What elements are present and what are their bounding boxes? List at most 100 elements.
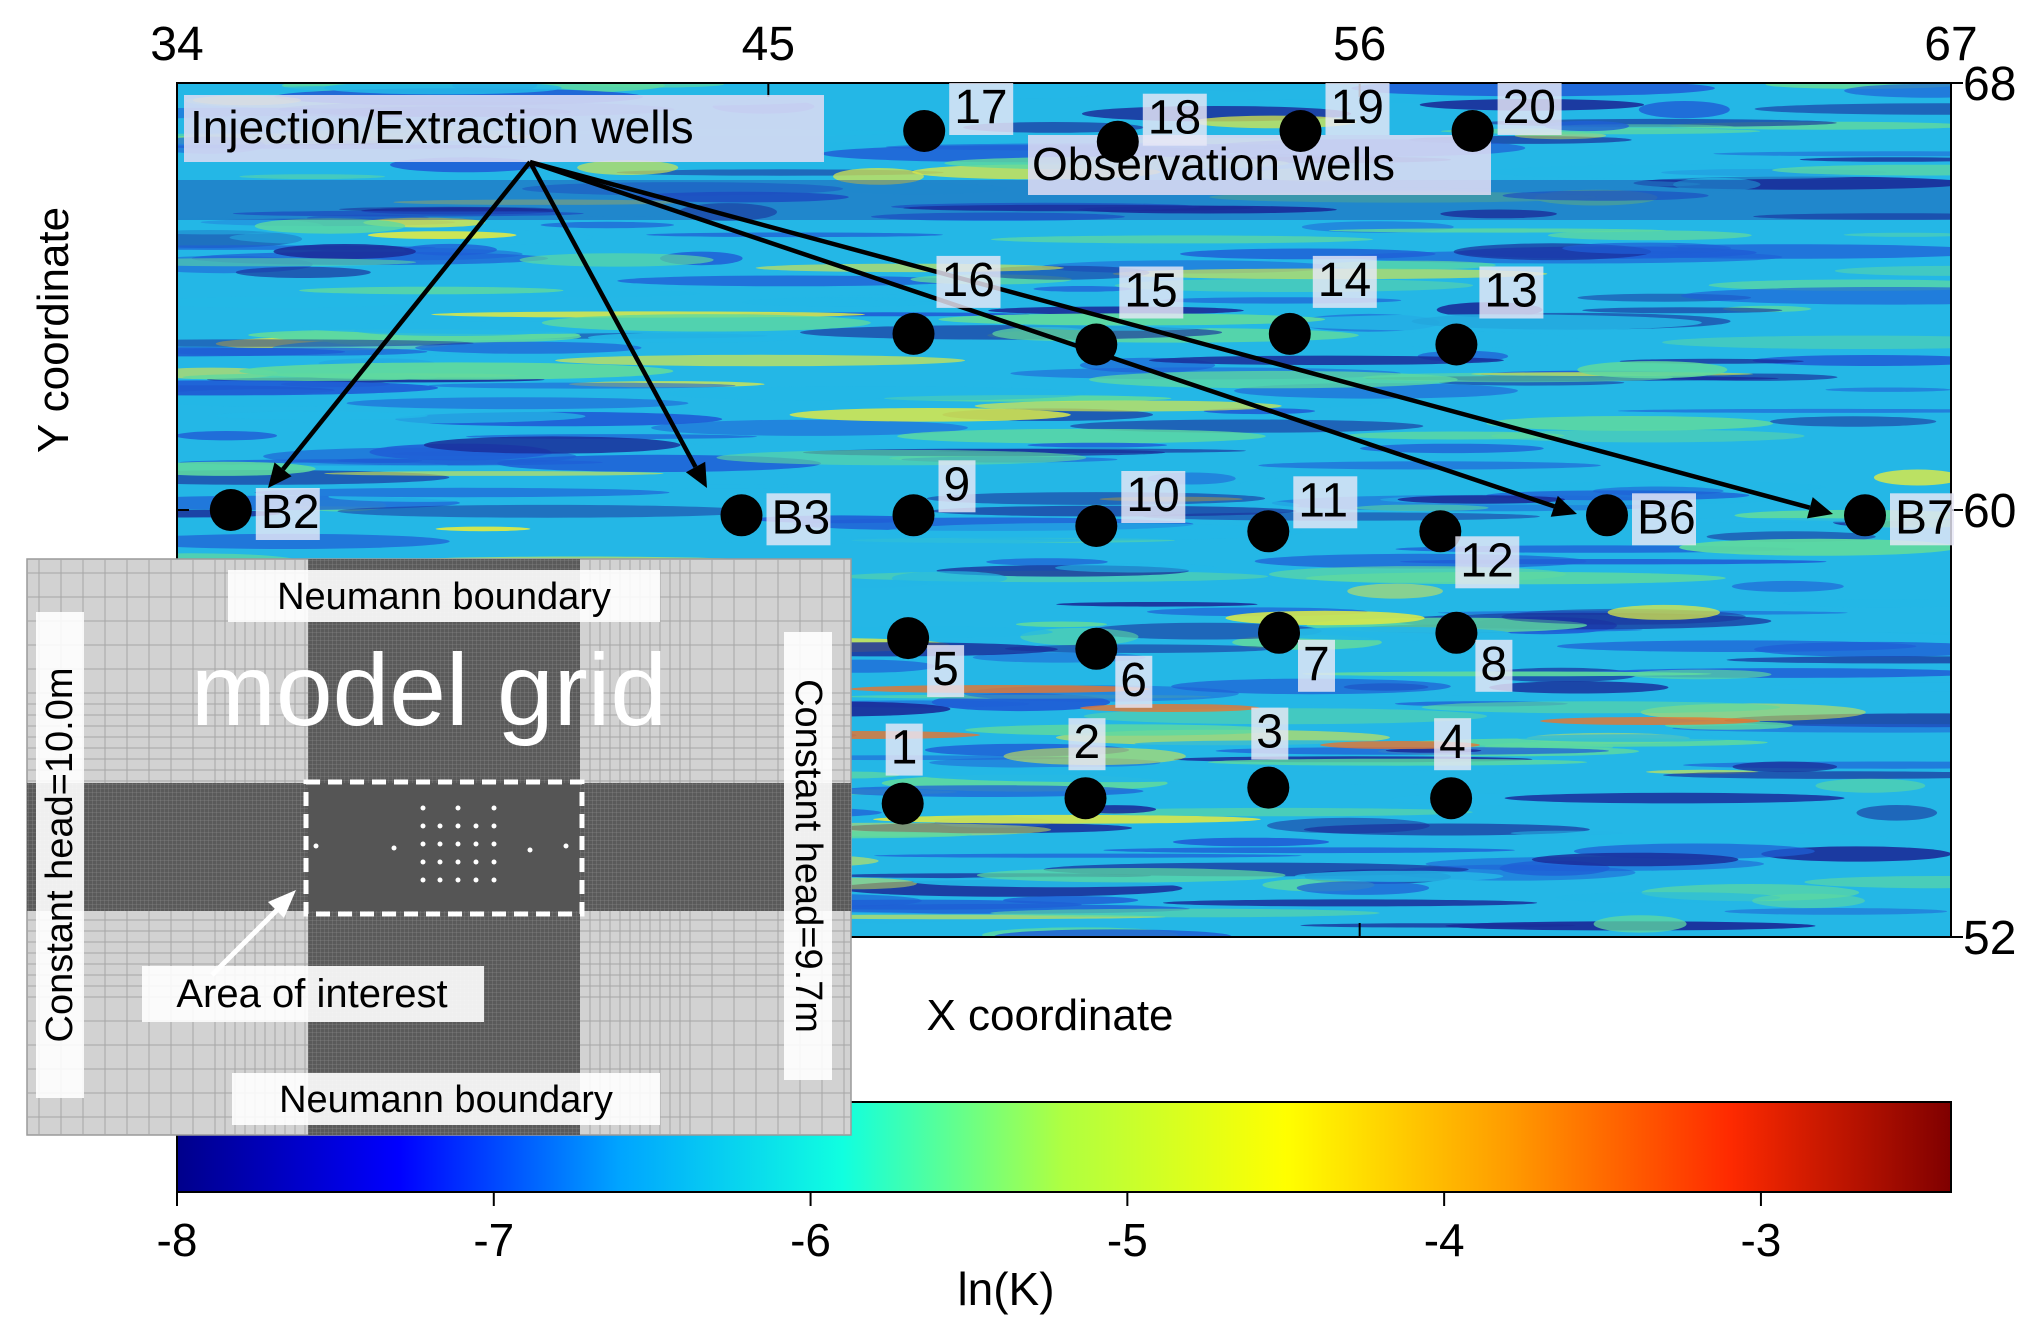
field-streak bbox=[577, 160, 679, 176]
field-streak bbox=[1070, 419, 1424, 433]
well-marker[interactable] bbox=[903, 110, 946, 152]
observation-well-10[interactable]: 10 bbox=[1075, 469, 1186, 547]
observation-well-4[interactable]: 4 bbox=[1430, 716, 1473, 820]
well-marker[interactable] bbox=[1435, 611, 1478, 654]
observation-well-9[interactable]: 9 bbox=[892, 458, 976, 537]
field-streak bbox=[346, 397, 689, 410]
field-streak bbox=[239, 362, 674, 380]
well-marker[interactable] bbox=[1435, 323, 1478, 366]
observation-well-11[interactable]: 11 bbox=[1247, 474, 1358, 553]
field-streak bbox=[986, 558, 1108, 566]
well-label: 13 bbox=[1484, 265, 1537, 318]
observation-well-7[interactable]: 7 bbox=[1258, 611, 1335, 692]
observation-well-6[interactable]: 6 bbox=[1075, 627, 1153, 708]
well-marker[interactable] bbox=[209, 489, 252, 531]
field-streak bbox=[990, 908, 1380, 918]
well-label-bg bbox=[1479, 266, 1544, 319]
well-marker[interactable] bbox=[1258, 611, 1300, 654]
well-label: 7 bbox=[1303, 638, 1330, 691]
field-streak bbox=[1638, 101, 1730, 119]
well-marker[interactable] bbox=[1075, 627, 1118, 670]
well-label-bg bbox=[255, 488, 320, 540]
field-streak bbox=[1754, 103, 1951, 115]
well-marker[interactable] bbox=[1096, 120, 1139, 163]
observation-well-17[interactable]: 17 bbox=[903, 81, 1014, 152]
observation-well-19[interactable]: 19 bbox=[1279, 81, 1390, 152]
well-marker[interactable] bbox=[1268, 312, 1311, 355]
field-streak bbox=[177, 296, 408, 308]
field-streak bbox=[1743, 388, 1951, 405]
well-label-bg bbox=[1251, 707, 1289, 760]
field-streak bbox=[177, 380, 439, 396]
field-streak bbox=[177, 431, 277, 441]
well-marker[interactable] bbox=[1586, 494, 1628, 537]
well-marker[interactable] bbox=[1451, 110, 1494, 152]
field-streak bbox=[1345, 431, 1565, 440]
well-marker[interactable] bbox=[1075, 505, 1118, 547]
field-streak bbox=[354, 325, 555, 336]
inset-dot bbox=[473, 859, 479, 865]
well-marker[interactable] bbox=[892, 312, 935, 355]
field-streak bbox=[1328, 228, 1667, 233]
inset-dot bbox=[437, 841, 443, 847]
well-label-bg bbox=[1890, 493, 1954, 546]
well-marker[interactable] bbox=[892, 494, 935, 537]
well-marker[interactable] bbox=[1279, 110, 1322, 152]
well-marker[interactable] bbox=[1844, 494, 1886, 537]
well-marker[interactable] bbox=[1075, 323, 1118, 366]
inset-dot bbox=[455, 877, 461, 883]
well-label: 20 bbox=[1503, 81, 1556, 134]
well-marker[interactable] bbox=[1064, 777, 1107, 820]
field-hot-streak bbox=[1080, 704, 1260, 712]
injection-well-B2[interactable]: B2 bbox=[209, 486, 320, 540]
inset-dot bbox=[420, 823, 426, 829]
field-streak bbox=[1355, 504, 1489, 512]
field-streak bbox=[177, 258, 417, 267]
field-streak bbox=[1300, 923, 1576, 928]
injection-well-B7[interactable]: B7 bbox=[1844, 491, 1954, 546]
field-streak bbox=[235, 266, 371, 278]
colorbar-tick-label: -3 bbox=[1740, 1214, 1781, 1266]
well-marker[interactable] bbox=[720, 494, 763, 537]
observation-well-8[interactable]: 8 bbox=[1435, 611, 1513, 692]
well-marker[interactable] bbox=[1247, 766, 1290, 809]
field-streak bbox=[232, 210, 584, 217]
field-streak bbox=[1679, 538, 1951, 556]
field-streak bbox=[323, 83, 562, 95]
injection-well-B3[interactable]: B3 bbox=[720, 491, 831, 546]
well-label: 18 bbox=[1148, 92, 1201, 145]
well-marker[interactable] bbox=[1247, 510, 1290, 553]
field-streak bbox=[716, 449, 1087, 466]
inset-right-boundary: Constant head=9.7m bbox=[787, 679, 829, 1033]
colorbar-tick-label: -6 bbox=[790, 1214, 831, 1266]
well-marker[interactable] bbox=[1430, 777, 1473, 820]
well-label-bg bbox=[1475, 639, 1513, 692]
observation-well-1[interactable]: 1 bbox=[881, 722, 924, 825]
observation-well-3[interactable]: 3 bbox=[1247, 706, 1290, 809]
injection-well-B6[interactable]: B6 bbox=[1586, 491, 1696, 546]
observation-well-5[interactable]: 5 bbox=[887, 617, 965, 698]
field-streak bbox=[1752, 355, 1951, 366]
well-label: 17 bbox=[954, 81, 1007, 134]
observation-well-2[interactable]: 2 bbox=[1064, 716, 1107, 820]
observation-well-15[interactable]: 15 bbox=[1075, 265, 1184, 366]
well-marker[interactable] bbox=[881, 782, 924, 825]
field-streak bbox=[1180, 248, 1436, 260]
well-label-bg bbox=[1115, 655, 1153, 708]
well-marker[interactable] bbox=[1419, 510, 1462, 553]
inset-dot bbox=[491, 877, 497, 883]
field-streak bbox=[254, 487, 670, 498]
observation-well-14[interactable]: 14 bbox=[1268, 254, 1377, 355]
field-streak bbox=[1027, 442, 1168, 448]
observation-well-18[interactable]: 18 bbox=[1096, 92, 1207, 163]
observation-well-16[interactable]: 16 bbox=[892, 254, 1001, 355]
field-streak bbox=[974, 400, 1282, 412]
well-marker[interactable] bbox=[887, 617, 930, 660]
field-streak bbox=[1617, 408, 1951, 413]
observation-well-20[interactable]: 20 bbox=[1451, 81, 1562, 152]
field-streak bbox=[1844, 83, 1951, 98]
field-streak bbox=[1592, 486, 1724, 496]
field-streak bbox=[1577, 361, 1728, 379]
observation-well-12[interactable]: 12 bbox=[1419, 510, 1520, 589]
observation-well-13[interactable]: 13 bbox=[1435, 265, 1544, 366]
